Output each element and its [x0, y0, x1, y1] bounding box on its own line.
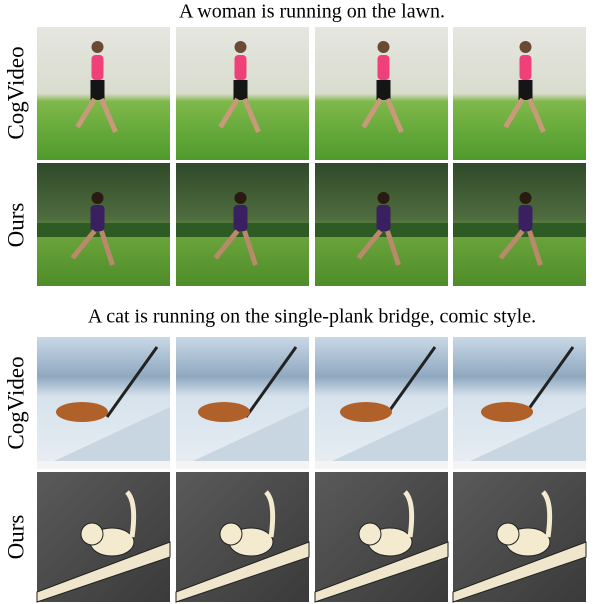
caption-strip [37, 461, 170, 469]
torso [377, 205, 391, 231]
head [520, 41, 532, 53]
frame-image [37, 472, 170, 602]
cat-head [220, 523, 242, 545]
shorts [234, 80, 248, 100]
frame-image [315, 27, 448, 160]
frame-image [37, 163, 170, 286]
caption-strip [315, 461, 448, 469]
row-label: Ours [3, 515, 28, 560]
torso [91, 205, 105, 231]
row-label: CogVideo [3, 356, 28, 449]
head [378, 41, 390, 53]
torso [378, 55, 390, 80]
frame-image [176, 27, 309, 160]
cat-head [359, 523, 381, 545]
torso [234, 205, 248, 231]
frame-image [37, 337, 170, 469]
frame-image [315, 472, 448, 602]
cat [340, 402, 392, 422]
shorts [91, 80, 105, 100]
figure: A woman is running on the lawn. A cat is… [0, 0, 597, 604]
shorts [519, 80, 533, 100]
head [235, 192, 247, 204]
cat [198, 402, 250, 422]
frame-image [176, 163, 309, 286]
torso [519, 205, 533, 231]
cat-head [81, 523, 103, 545]
frame-image [315, 337, 448, 469]
head [92, 192, 104, 204]
frame-image [176, 337, 309, 469]
frame-image [315, 163, 448, 286]
caption-strip [176, 461, 309, 469]
cat [481, 402, 533, 422]
torso [92, 55, 104, 80]
cat [56, 402, 108, 422]
caption: A woman is running on the lawn. [179, 1, 445, 23]
head [520, 192, 532, 204]
frame-image [453, 337, 586, 469]
frame-image [37, 27, 170, 160]
cat-head [497, 523, 519, 545]
row-label: Ours [3, 203, 28, 248]
frame-image [453, 163, 586, 286]
frame-image [176, 472, 309, 602]
caption: A cat is running on the single-plank bri… [88, 306, 536, 328]
shorts [377, 80, 391, 100]
caption-strip [453, 461, 586, 469]
frame-image [453, 27, 586, 160]
frame-image [453, 472, 586, 602]
head [235, 41, 247, 53]
row-label: CogVideo [3, 46, 28, 139]
torso [520, 55, 532, 80]
head [92, 41, 104, 53]
torso [235, 55, 247, 80]
head [378, 192, 390, 204]
